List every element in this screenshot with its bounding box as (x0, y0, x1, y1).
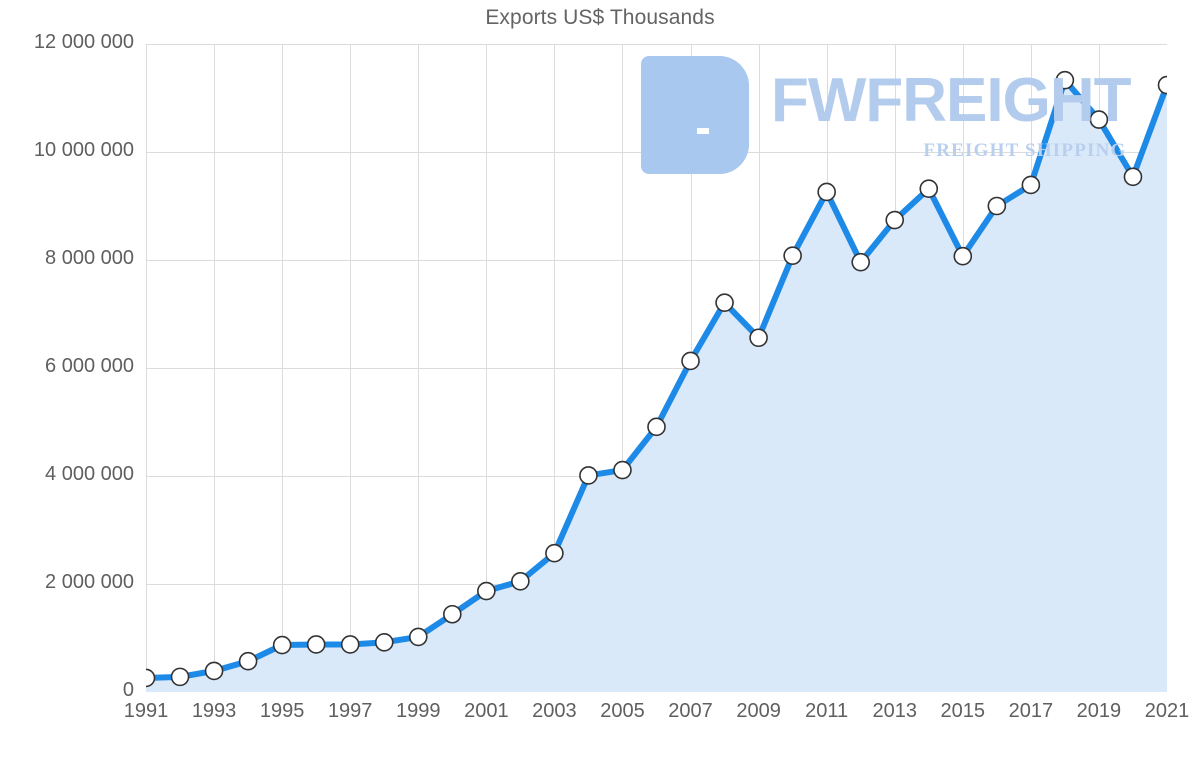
y-axis-tick-label: 8 000 000 (45, 247, 134, 269)
x-axis-tick-label: 2009 (736, 700, 781, 722)
x-axis-tick-label: 1995 (259, 700, 305, 722)
x-axis-tick-label: 2017 (1008, 700, 1054, 722)
y-axis-tick-label: 0 (122, 679, 134, 701)
x-axis-tick-label: 2011 (805, 700, 849, 722)
x-axis-tick-labels: 1991 1993 1995 1997 1999 2001 2003 2005 2007 2009… (124, 700, 1190, 740)
y-axis-tick-labels: 0 2 000 000 4 000 000 6 000 000 8 000 000 10 … (0, 0, 134, 763)
x-axis-tick-label: 2015 (940, 700, 986, 722)
y-axis-tick-label: 2 000 000 (45, 571, 134, 593)
x-axis-tick-label: 1999 (396, 700, 441, 722)
x-axis-tick-label: 2001 (464, 700, 509, 722)
x-axis-tick-label: 2019 (1076, 700, 1122, 722)
x-axis-tick-label: 2021 (1144, 700, 1190, 722)
y-axis-tick-label: 10 000 000 (33, 139, 134, 161)
y-axis-tick-label: 12 000 000 (33, 31, 134, 53)
exports-area-series[interactable] (146, 44, 1167, 692)
x-axis-tick-label: 2013 (872, 700, 917, 722)
x-axis-tick-label: 1993 (191, 700, 237, 722)
y-axis-tick-label: 4 000 000 (45, 463, 134, 485)
x-axis-tick-label: 1997 (327, 700, 373, 722)
chart-title: Exports US$ Thousands (485, 6, 715, 29)
plot-area: FWFREIGHT FREIGHT SHIPPING (146, 44, 1167, 692)
y-axis-tick-label: 6 000 000 (45, 355, 134, 377)
x-axis-tick-label: 2005 (600, 700, 645, 722)
x-axis-tick-label: 2003 (532, 700, 577, 722)
x-axis-tick-label: 1991 (123, 700, 169, 722)
x-axis-tick-label: 2007 (668, 700, 713, 722)
